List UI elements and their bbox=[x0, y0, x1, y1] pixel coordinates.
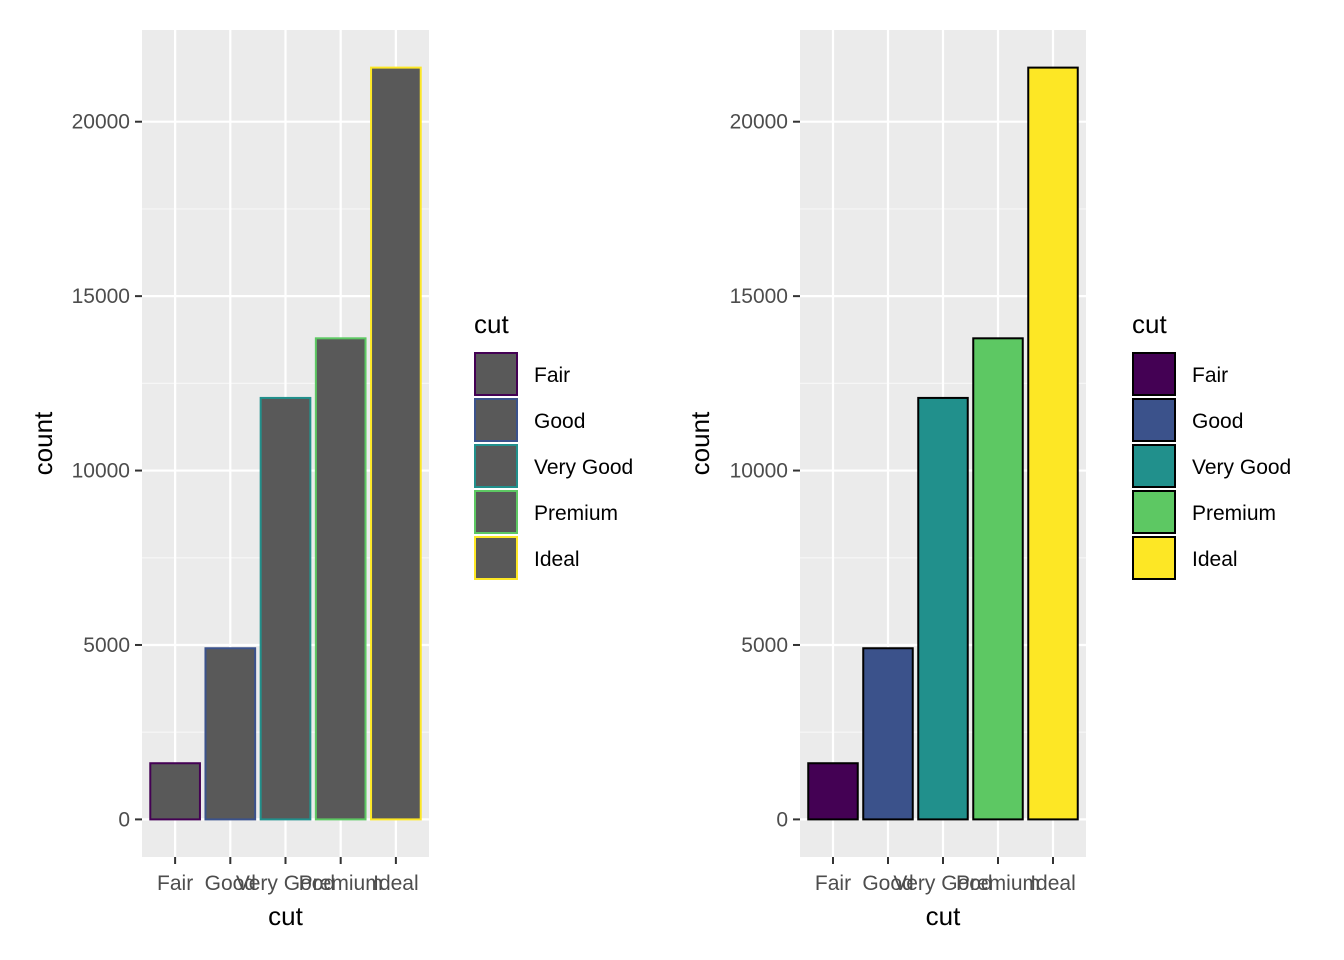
x-tick-label: Good bbox=[205, 872, 256, 895]
legend-key-very-good bbox=[474, 444, 518, 488]
legend-label: Very Good bbox=[534, 456, 633, 479]
legend-label: Good bbox=[534, 410, 585, 433]
bar-very-good bbox=[259, 396, 312, 821]
legend: cut Fair Good Very Good Premium Ideal bbox=[474, 309, 633, 580]
legend-key-very-good bbox=[1132, 444, 1176, 488]
bar-ideal bbox=[370, 66, 422, 821]
y-tick-label: 5000 bbox=[741, 634, 788, 657]
x-tick-label: Ideal bbox=[1030, 872, 1076, 895]
bar-good bbox=[862, 647, 914, 821]
x-tick-label: Very Good bbox=[893, 872, 992, 895]
bar-very-good bbox=[917, 396, 969, 821]
bar-premium bbox=[314, 337, 367, 821]
legend-label: Ideal bbox=[1192, 548, 1238, 571]
bar-fair bbox=[149, 762, 201, 821]
legend-label: Ideal bbox=[534, 548, 580, 571]
y-tick-label: 20000 bbox=[72, 111, 130, 134]
x-tick-label: Fair bbox=[157, 872, 193, 895]
legend-title: cut bbox=[1132, 309, 1167, 339]
y-tick-label: 0 bbox=[776, 808, 788, 831]
y-tick-label: 10000 bbox=[730, 460, 788, 483]
x-tick-label: Very Good bbox=[236, 872, 335, 895]
y-tick-label: 5000 bbox=[83, 634, 130, 657]
y-axis-title: count bbox=[28, 411, 58, 475]
y-tick-label: 15000 bbox=[730, 285, 788, 308]
legend-key-good bbox=[1132, 398, 1176, 442]
legend-key-ideal bbox=[1132, 536, 1176, 580]
x-tick-label: Premium bbox=[299, 872, 383, 895]
legend-key-fair bbox=[1132, 352, 1176, 396]
bar-good bbox=[204, 647, 257, 821]
y-tick-label: 10000 bbox=[72, 460, 130, 483]
legend-label: Premium bbox=[534, 502, 618, 525]
y-tick-label: 15000 bbox=[72, 285, 130, 308]
x-tick-label: Good bbox=[862, 872, 913, 895]
y-tick-label: 20000 bbox=[730, 111, 788, 134]
legend-title: cut bbox=[474, 309, 509, 339]
x-axis-title: cut bbox=[268, 901, 303, 931]
legend-label: Very Good bbox=[1192, 456, 1291, 479]
legend-label: Fair bbox=[1192, 364, 1228, 387]
y-tick-label: 0 bbox=[118, 808, 130, 831]
legend-key-fair bbox=[474, 352, 518, 396]
bar-fair bbox=[807, 762, 859, 821]
legend-label: Good bbox=[1192, 410, 1243, 433]
legend: cut Fair Good Very Good Premium Ideal bbox=[1132, 309, 1291, 580]
x-tick-label: Fair bbox=[815, 872, 851, 895]
legend-key-ideal bbox=[474, 536, 518, 580]
bar-premium bbox=[972, 337, 1024, 821]
legend-label: Premium bbox=[1192, 502, 1276, 525]
x-axis-title: cut bbox=[926, 901, 961, 931]
x-tick-label: Premium bbox=[956, 872, 1040, 895]
legend-key-good bbox=[474, 398, 518, 442]
bar-ideal bbox=[1027, 66, 1079, 821]
y-axis-title: count bbox=[685, 411, 715, 475]
x-tick-label: Ideal bbox=[373, 872, 419, 895]
legend-key-premium bbox=[474, 490, 518, 534]
legend-label: Fair bbox=[534, 364, 570, 387]
legend-key-premium bbox=[1132, 490, 1176, 534]
